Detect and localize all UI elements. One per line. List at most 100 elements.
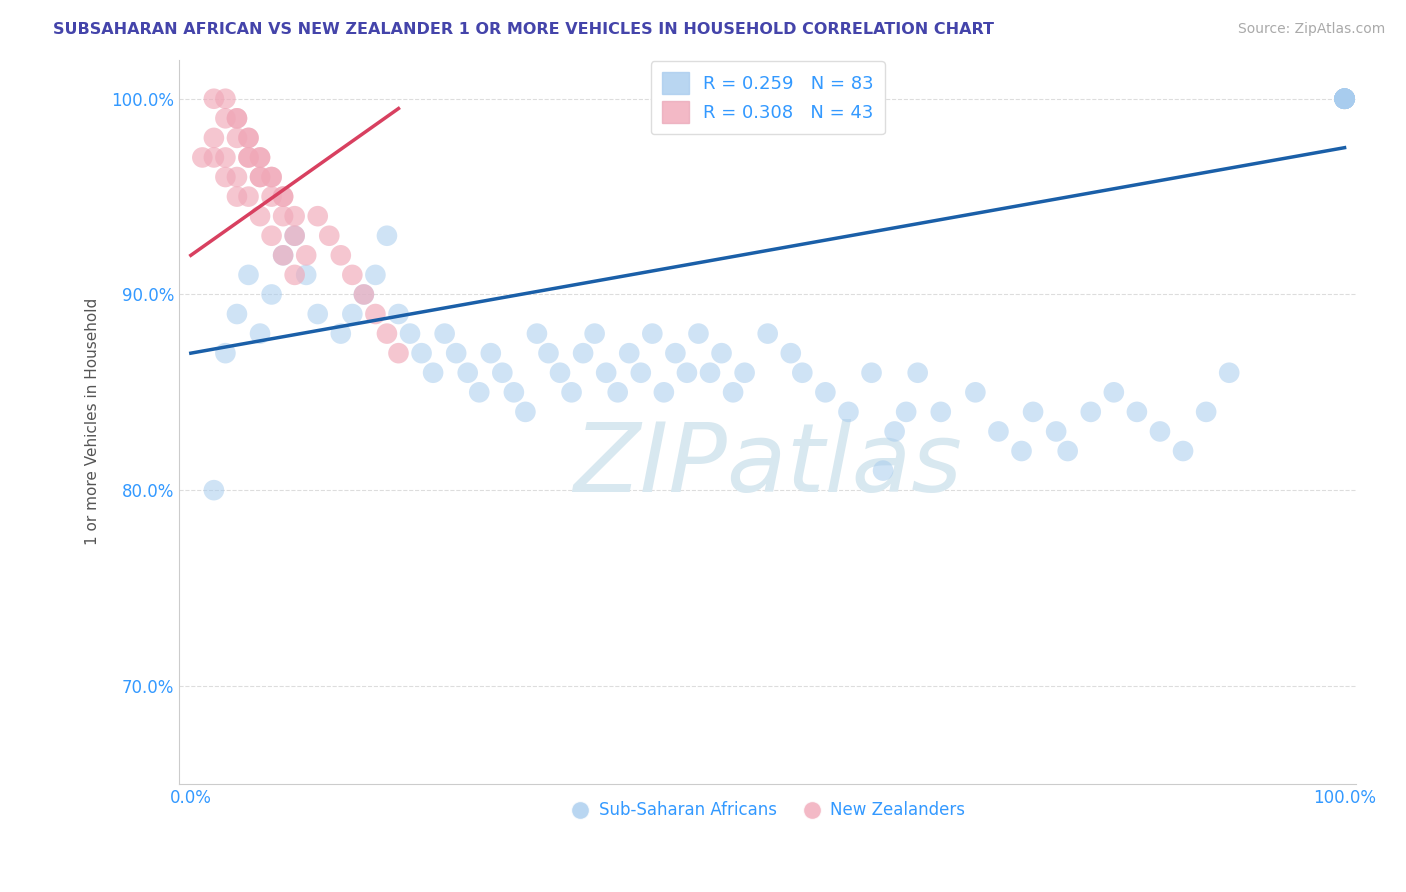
Point <box>491 366 513 380</box>
Point <box>1333 92 1355 106</box>
Point <box>249 209 271 223</box>
Point <box>894 405 917 419</box>
Point <box>202 483 225 498</box>
Point <box>295 248 318 262</box>
Point <box>375 326 398 341</box>
Point <box>226 112 249 126</box>
Point <box>249 151 271 165</box>
Point <box>238 268 260 282</box>
Point <box>226 169 249 184</box>
Point <box>260 189 283 203</box>
Point <box>1333 92 1355 106</box>
Point <box>814 385 837 400</box>
Point <box>444 346 467 360</box>
Point <box>1333 92 1355 106</box>
Point <box>641 326 664 341</box>
Point <box>907 366 929 380</box>
Point <box>238 131 260 145</box>
Point <box>837 405 859 419</box>
Point <box>399 326 422 341</box>
Point <box>676 366 699 380</box>
Point <box>1011 444 1033 458</box>
Point <box>606 385 628 400</box>
Point <box>1045 425 1067 439</box>
Point <box>721 385 744 400</box>
Point <box>342 307 364 321</box>
Point <box>1149 425 1171 439</box>
Point <box>965 385 987 400</box>
Point <box>1333 92 1355 106</box>
Legend: Sub-Saharan Africans, New Zealanders: Sub-Saharan Africans, New Zealanders <box>564 795 972 826</box>
Point <box>1056 444 1078 458</box>
Point <box>214 346 236 360</box>
Point <box>387 307 409 321</box>
Point <box>295 268 318 282</box>
Point <box>457 366 479 380</box>
Point <box>1126 405 1149 419</box>
Point <box>271 248 294 262</box>
Point <box>202 151 225 165</box>
Point <box>238 131 260 145</box>
Y-axis label: 1 or more Vehicles in Household: 1 or more Vehicles in Household <box>86 298 100 545</box>
Point <box>1080 405 1102 419</box>
Point <box>1333 92 1355 106</box>
Point <box>987 425 1010 439</box>
Point <box>226 112 249 126</box>
Point <box>699 366 721 380</box>
Point <box>260 287 283 301</box>
Point <box>260 169 283 184</box>
Point <box>537 346 560 360</box>
Point <box>1333 92 1355 106</box>
Point <box>226 189 249 203</box>
Point <box>249 151 271 165</box>
Point <box>526 326 548 341</box>
Point <box>249 326 271 341</box>
Point <box>619 346 641 360</box>
Point <box>1333 92 1355 106</box>
Point <box>561 385 583 400</box>
Point <box>756 326 779 341</box>
Text: ZIPatlas: ZIPatlas <box>574 418 962 512</box>
Point <box>271 248 294 262</box>
Point <box>515 405 537 419</box>
Text: Source: ZipAtlas.com: Source: ZipAtlas.com <box>1237 22 1385 37</box>
Point <box>1171 444 1194 458</box>
Point <box>411 346 433 360</box>
Point <box>329 326 352 341</box>
Point <box>249 169 271 184</box>
Point <box>860 366 883 380</box>
Point <box>271 209 294 223</box>
Point <box>792 366 814 380</box>
Point <box>1022 405 1045 419</box>
Point <box>364 307 387 321</box>
Point <box>572 346 595 360</box>
Point <box>583 326 606 341</box>
Point <box>307 209 329 223</box>
Point <box>284 209 307 223</box>
Point <box>214 169 236 184</box>
Point <box>260 169 283 184</box>
Point <box>214 112 236 126</box>
Point <box>502 385 524 400</box>
Point <box>191 151 214 165</box>
Point <box>249 169 271 184</box>
Point <box>202 92 225 106</box>
Point <box>630 366 652 380</box>
Point <box>202 131 225 145</box>
Point <box>1102 385 1125 400</box>
Point <box>710 346 733 360</box>
Point <box>307 307 329 321</box>
Point <box>872 464 894 478</box>
Point <box>238 151 260 165</box>
Point <box>779 346 801 360</box>
Point <box>342 268 364 282</box>
Point <box>353 287 375 301</box>
Point <box>284 228 307 243</box>
Text: SUBSAHARAN AFRICAN VS NEW ZEALANDER 1 OR MORE VEHICLES IN HOUSEHOLD CORRELATION : SUBSAHARAN AFRICAN VS NEW ZEALANDER 1 OR… <box>53 22 994 37</box>
Point <box>238 151 260 165</box>
Point <box>479 346 502 360</box>
Point <box>238 189 260 203</box>
Point <box>1195 405 1218 419</box>
Point <box>652 385 675 400</box>
Point <box>318 228 340 243</box>
